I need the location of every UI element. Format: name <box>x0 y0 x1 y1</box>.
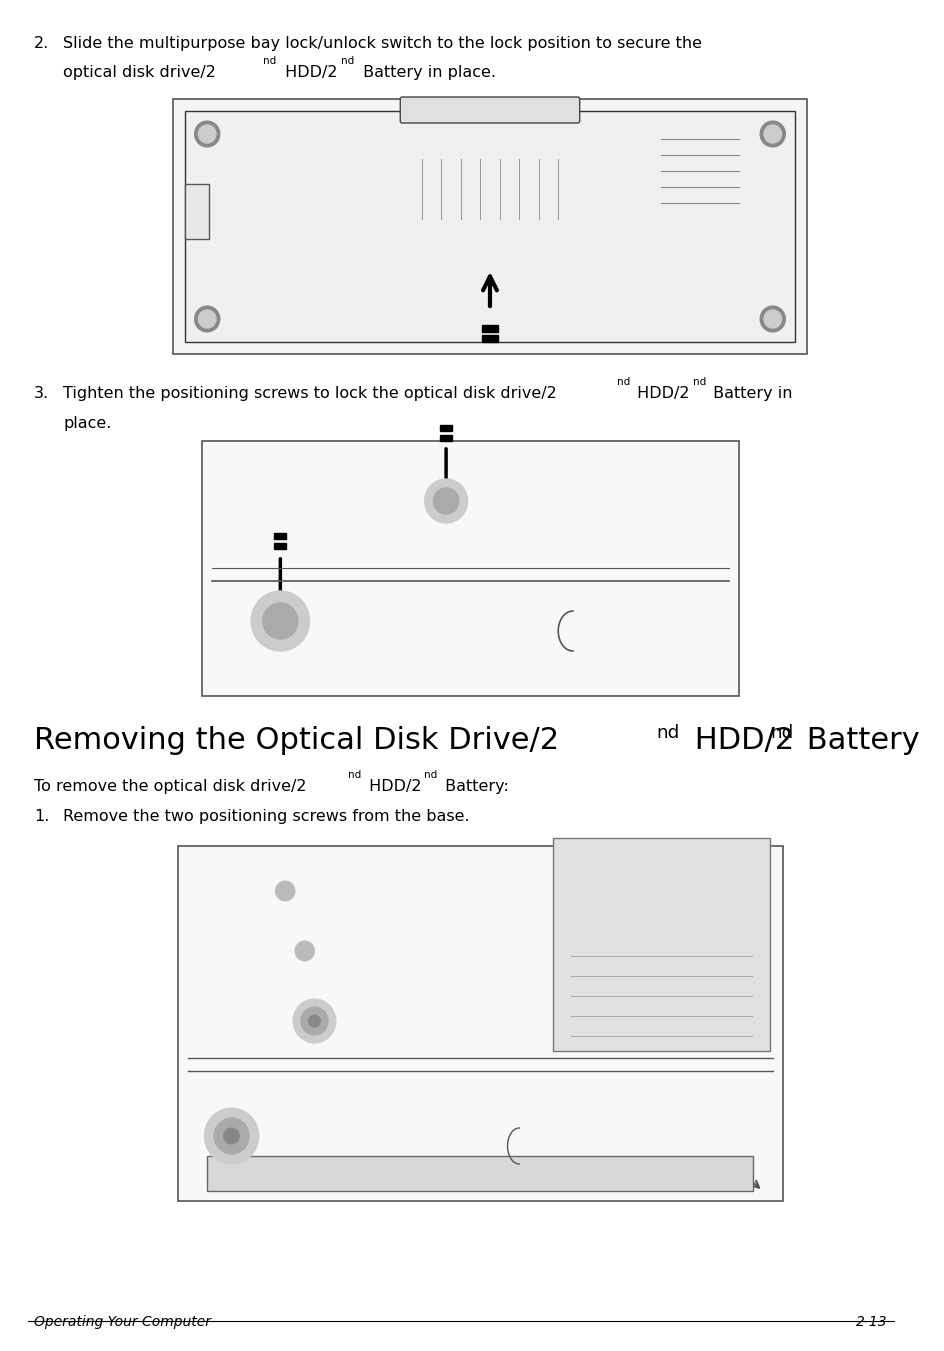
Circle shape <box>300 1006 328 1035</box>
Circle shape <box>309 1015 320 1027</box>
Circle shape <box>198 309 216 328</box>
Circle shape <box>295 942 314 961</box>
Circle shape <box>224 1128 239 1144</box>
Text: HDD/2: HDD/2 <box>279 65 337 80</box>
Text: To remove the optical disk drive/2: To remove the optical disk drive/2 <box>34 780 306 794</box>
Bar <box>552 838 769 1051</box>
Circle shape <box>262 603 297 639</box>
Text: Removing the Optical Disk Drive/2: Removing the Optical Disk Drive/2 <box>34 725 559 755</box>
Circle shape <box>213 1119 249 1154</box>
Text: nd: nd <box>263 55 277 66</box>
Text: HDD/2: HDD/2 <box>684 725 794 755</box>
Circle shape <box>275 881 295 901</box>
Circle shape <box>759 122 784 147</box>
Bar <box>185 111 794 342</box>
Text: nd: nd <box>341 55 354 66</box>
Text: nd: nd <box>655 724 679 742</box>
FancyBboxPatch shape <box>400 97 579 123</box>
Circle shape <box>763 126 781 143</box>
Circle shape <box>194 305 220 332</box>
Bar <box>173 99 806 354</box>
Circle shape <box>194 122 220 147</box>
Circle shape <box>763 309 781 328</box>
Bar <box>177 846 782 1201</box>
Text: Battery in place.: Battery in place. <box>358 65 496 80</box>
Bar <box>202 440 738 696</box>
Text: HDD/2: HDD/2 <box>632 386 688 401</box>
Text: Battery in: Battery in <box>707 386 792 401</box>
Text: Battery:: Battery: <box>439 780 508 794</box>
Bar <box>481 335 497 342</box>
Circle shape <box>424 480 467 523</box>
Text: HDD/2: HDD/2 <box>363 780 421 794</box>
Circle shape <box>251 590 310 651</box>
Text: nd: nd <box>424 770 437 780</box>
Text: Remove the two positioning screws from the base.: Remove the two positioning screws from t… <box>63 809 469 824</box>
Bar <box>481 326 497 332</box>
Text: Slide the multipurpose bay lock/unlock switch to the lock position to secure the: Slide the multipurpose bay lock/unlock s… <box>63 36 701 51</box>
Text: place.: place. <box>63 416 111 431</box>
Bar <box>207 1156 752 1192</box>
Bar <box>274 534 286 539</box>
Circle shape <box>204 1108 259 1165</box>
Circle shape <box>759 305 784 332</box>
Text: Tighten the positioning screws to lock the optical disk drive/2: Tighten the positioning screws to lock t… <box>63 386 557 401</box>
Text: 2-13: 2-13 <box>854 1315 886 1329</box>
Bar <box>185 184 209 239</box>
Bar <box>274 543 286 549</box>
Text: Operating Your Computer: Operating Your Computer <box>34 1315 211 1329</box>
Circle shape <box>293 998 335 1043</box>
Circle shape <box>198 126 216 143</box>
Text: nd: nd <box>693 377 706 386</box>
Text: optical disk drive/2: optical disk drive/2 <box>63 65 216 80</box>
Text: 2.: 2. <box>34 36 49 51</box>
Text: 1.: 1. <box>34 809 49 824</box>
Circle shape <box>433 488 458 513</box>
Text: nd: nd <box>769 724 793 742</box>
Text: 3.: 3. <box>34 386 49 401</box>
Bar <box>440 435 451 440</box>
Bar <box>440 426 451 431</box>
Text: nd: nd <box>616 377 630 386</box>
Text: nd: nd <box>347 770 361 780</box>
Text: Battery: Battery <box>796 725 919 755</box>
